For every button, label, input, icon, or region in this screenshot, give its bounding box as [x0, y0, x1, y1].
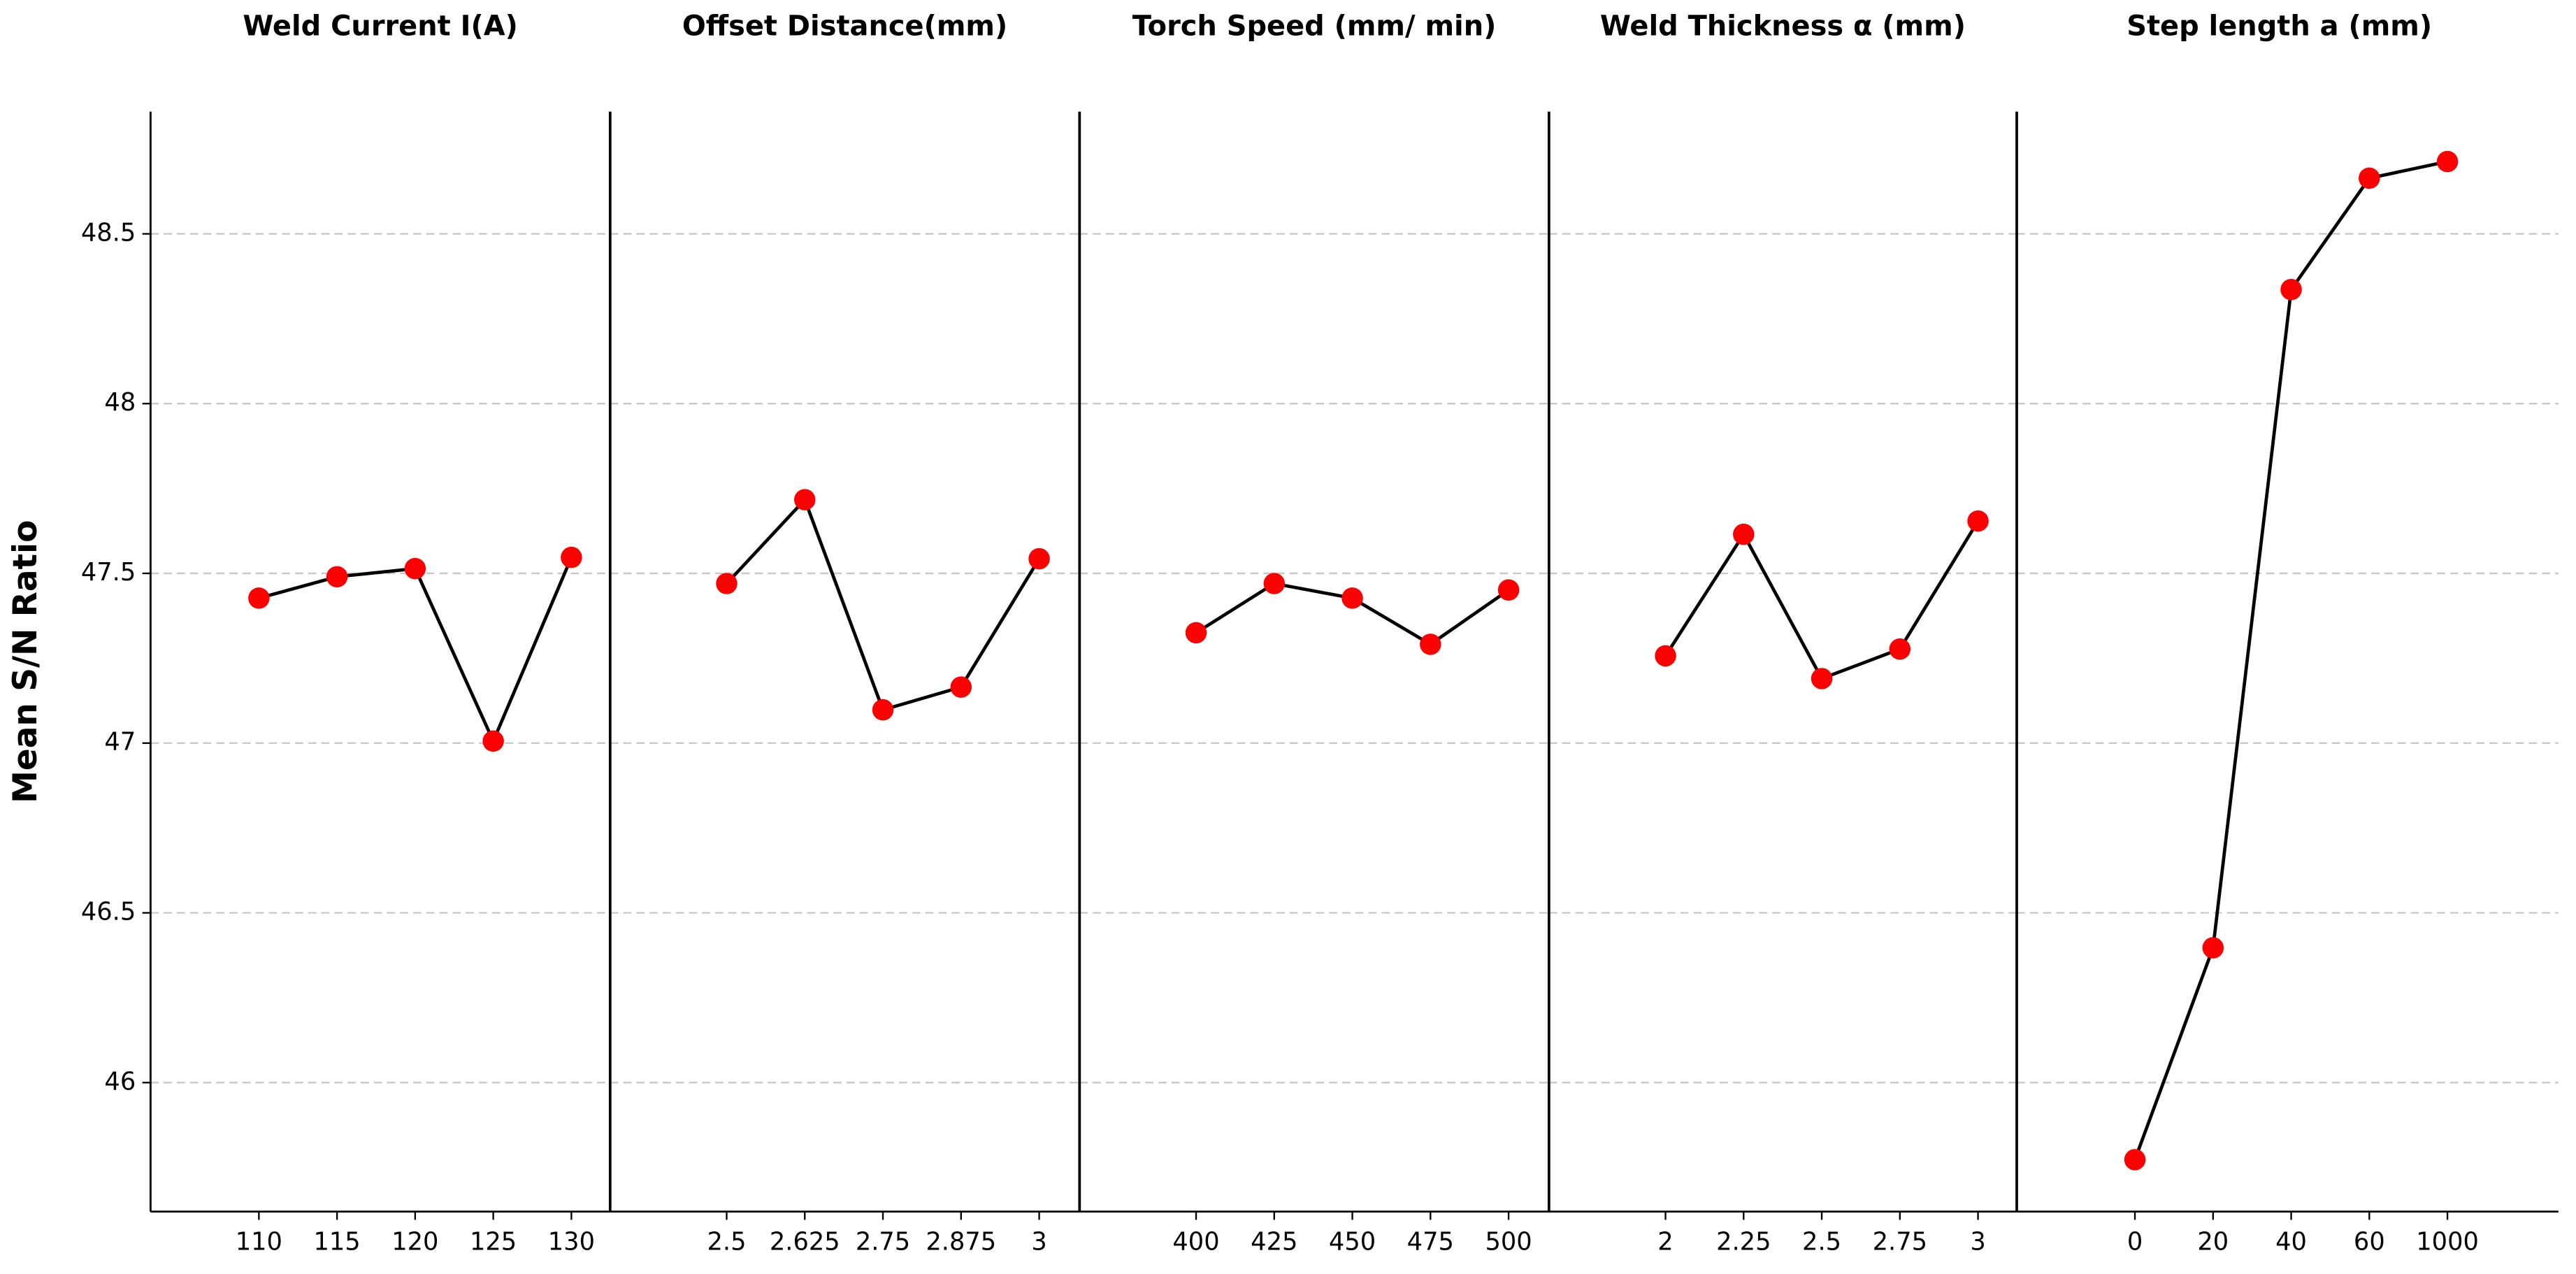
- x-tick-label: 20: [2197, 1227, 2229, 1256]
- x-tick-label: 0: [2127, 1227, 2143, 1256]
- x-tick-label: 2: [1657, 1227, 1673, 1256]
- data-point: [872, 699, 894, 721]
- data-point: [794, 489, 816, 510]
- data-point: [1811, 668, 1833, 689]
- x-tick-label: 125: [470, 1227, 517, 1256]
- x-tick-label: 2.75: [1873, 1227, 1927, 1256]
- data-point: [1263, 573, 1286, 594]
- x-tick-label: 2.5: [1802, 1227, 1841, 1256]
- x-tick-label: 500: [1485, 1227, 1532, 1256]
- x-tick-label: 3: [1031, 1227, 1046, 1256]
- data-point: [1733, 523, 1755, 545]
- panel-title: Torch Speed (mm/ min): [1132, 10, 1497, 42]
- data-point: [326, 566, 348, 588]
- y-tick-label: 47: [104, 728, 136, 757]
- data-point: [1341, 587, 1363, 609]
- x-tick-label: 1000: [2416, 1227, 2479, 1256]
- x-tick-label: 2.625: [770, 1227, 840, 1256]
- x-tick-label: 115: [314, 1227, 361, 1256]
- x-tick-label: 450: [1329, 1227, 1376, 1256]
- data-point: [248, 587, 270, 609]
- y-tick-label: 47.5: [81, 558, 136, 587]
- y-tick-label: 48.5: [81, 218, 136, 247]
- panel-title: Step length a (mm): [2127, 10, 2432, 42]
- x-tick-label: 2.75: [856, 1227, 910, 1256]
- x-tick-label: 130: [548, 1227, 595, 1256]
- data-point: [2436, 150, 2459, 173]
- data-point: [1889, 638, 1911, 660]
- y-axis-label: Mean S/N Ratio: [6, 520, 45, 803]
- x-tick-label: 3: [1970, 1227, 1985, 1256]
- y-tick-label: 46: [104, 1067, 136, 1096]
- main-effect-line: [725, 496, 1041, 713]
- data-point: [716, 573, 737, 594]
- x-tick-label: 60: [2354, 1227, 2385, 1256]
- y-tick-label: 48: [104, 388, 136, 417]
- x-tick-label: 2.5: [707, 1227, 747, 1256]
- data-point: [1028, 547, 1050, 570]
- x-tick-label: 120: [391, 1227, 438, 1256]
- data-point: [2124, 1149, 2146, 1171]
- main-effect-line: [1664, 520, 1980, 681]
- panel-title: Weld Current I(A): [243, 10, 518, 42]
- data-point: [1420, 634, 1441, 655]
- main-effect-line: [258, 557, 573, 745]
- panel-title: Offset Distance(mm): [682, 10, 1007, 42]
- panel-title: Weld Thickness α (mm): [1600, 10, 1966, 42]
- main-effect-line: [2133, 159, 2448, 1161]
- x-tick-label: 400: [1172, 1227, 1219, 1256]
- x-tick-label: 425: [1251, 1227, 1297, 1256]
- data-point: [1497, 579, 1520, 601]
- data-point: [404, 557, 426, 580]
- data-point: [2359, 167, 2380, 189]
- data-point: [561, 546, 582, 568]
- x-tick-label: 475: [1407, 1227, 1454, 1256]
- data-point: [482, 730, 504, 752]
- x-tick-label: 2.25: [1716, 1227, 1771, 1256]
- x-tick-label: 40: [2275, 1227, 2307, 1256]
- y-tick-label: 46.5: [81, 898, 136, 926]
- x-tick-label: 110: [236, 1227, 282, 1256]
- data-point: [950, 676, 972, 698]
- x-tick-label: 2.875: [926, 1227, 996, 1256]
- data-point: [1185, 622, 1207, 644]
- data-point: [2280, 278, 2302, 301]
- data-point: [1655, 645, 1676, 667]
- data-point: [1967, 510, 1989, 532]
- data-point: [2202, 937, 2224, 959]
